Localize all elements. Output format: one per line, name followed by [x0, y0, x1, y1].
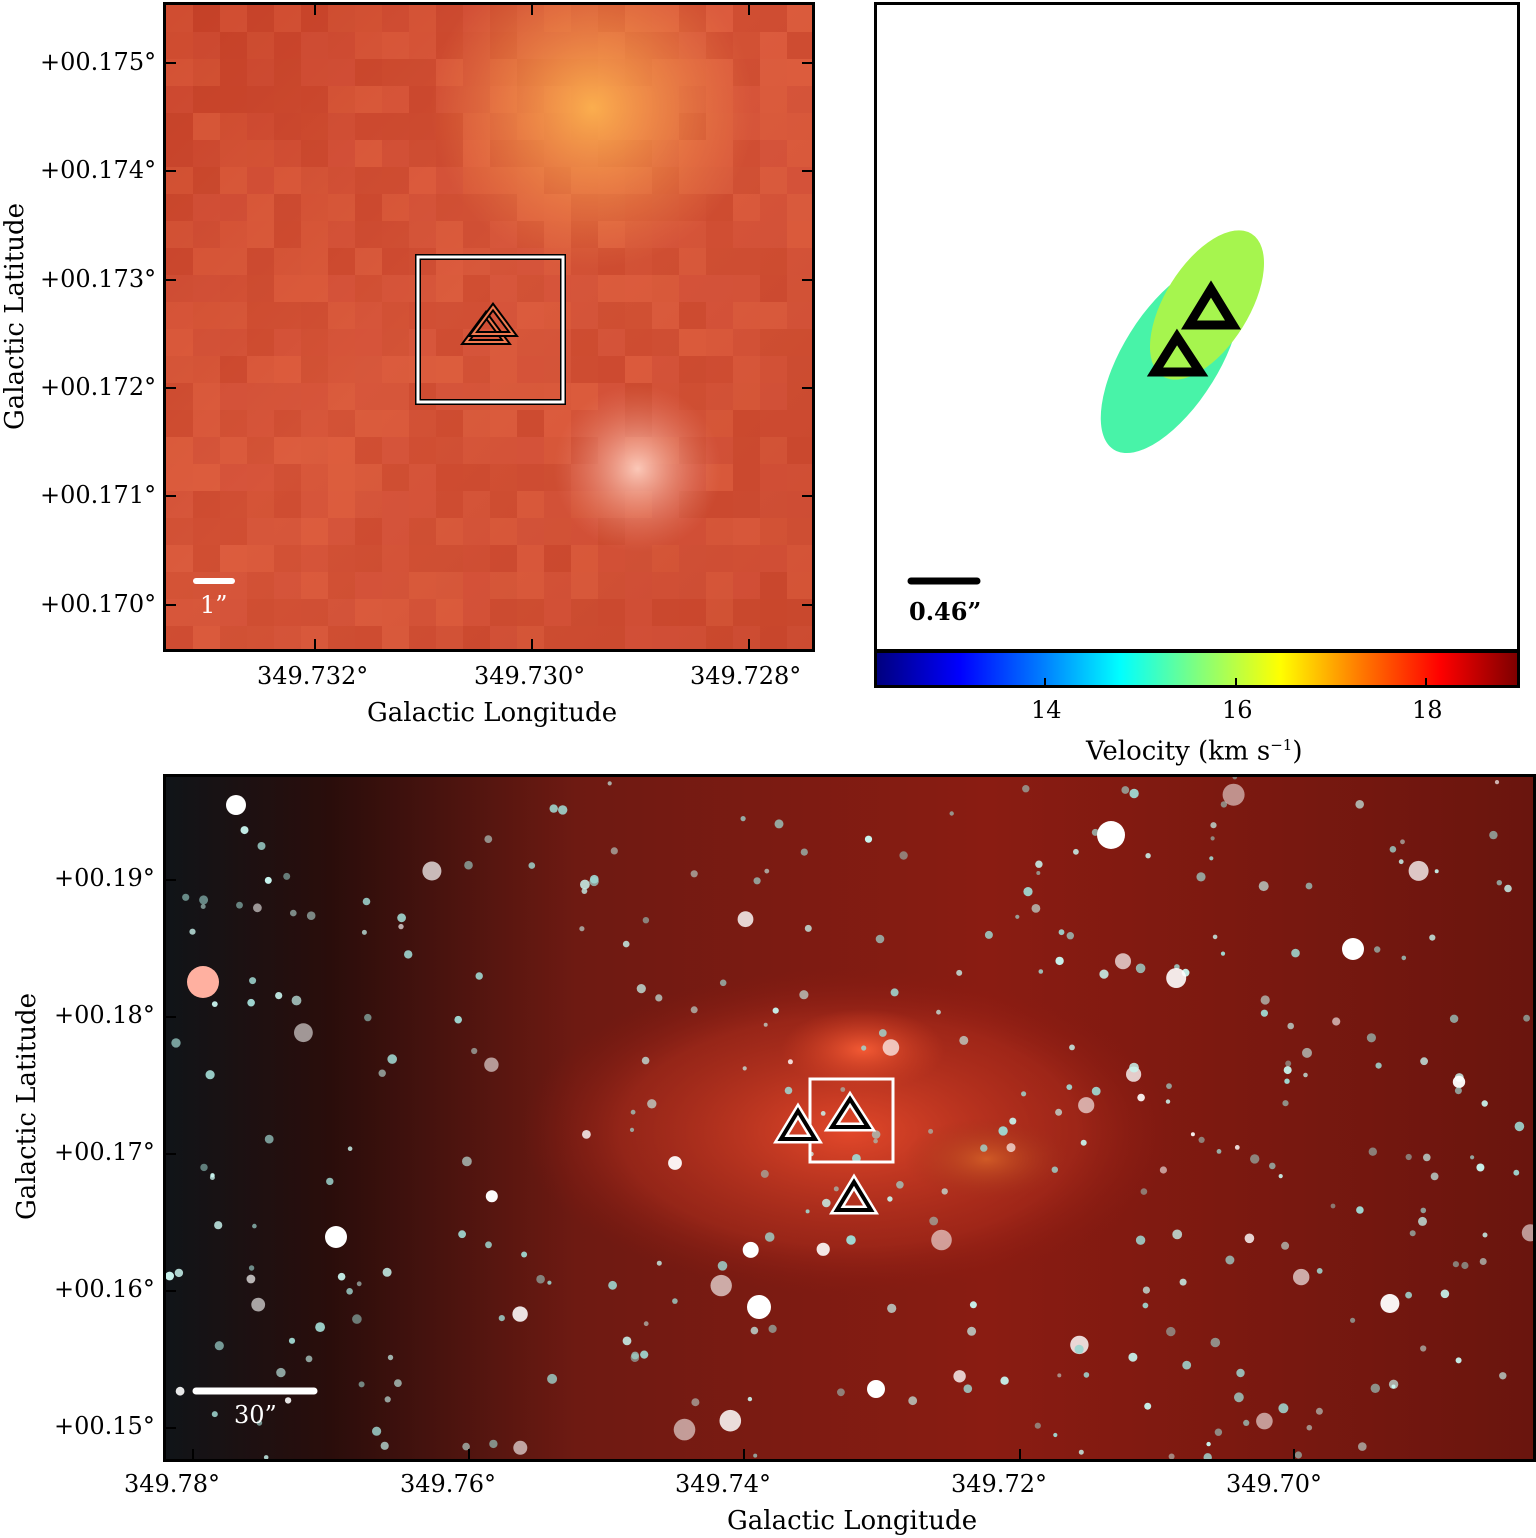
colorbar-label: Velocity (km s−1) [1086, 736, 1303, 767]
triangle-markers [773, 1090, 879, 1215]
top-left-image-panel: 1” [163, 2, 815, 652]
y-tick-label: +00.15° [54, 1412, 155, 1440]
y-tick-label: +00.175° [40, 48, 157, 76]
bottom-field-image [166, 777, 1533, 1459]
triangle-markers [460, 301, 519, 345]
colorbar-tick-label: 14 [1031, 696, 1062, 724]
x-tick-label: 349.72° [951, 1470, 1047, 1498]
scale-bar-label: 30” [234, 1401, 277, 1429]
top-left-pixel-image [166, 5, 812, 649]
y-tick-label: +00.172° [40, 373, 157, 401]
scale-bar-label: 0.46” [909, 597, 982, 626]
x-tick-label: 349.74° [675, 1470, 771, 1498]
y-tick-label: +00.171° [40, 481, 157, 509]
triangle-marker-1 [1146, 328, 1209, 377]
x-axis-title: Galactic Longitude [367, 698, 618, 728]
y-tick-label: +00.18° [54, 1001, 155, 1029]
colorbar-ticks [1044, 678, 1427, 688]
x-tick-label: 349.70° [1226, 1470, 1322, 1498]
y-tick-label: +00.173° [40, 265, 157, 293]
triangle-marker-2 [1180, 280, 1242, 330]
bottom-image-panel: 30” [163, 774, 1536, 1462]
y-axis-title: Galactic Latitude [12, 993, 42, 1220]
zoom-box [808, 1077, 895, 1164]
y-tick-label: +00.170° [40, 590, 157, 618]
y-tick-label: +00.174° [40, 156, 157, 184]
velocity-ellipses-plot [907, 230, 1265, 585]
scale-bar-label: 1” [200, 591, 228, 619]
x-tick-label: 349.76° [400, 1470, 496, 1498]
x-tick-label: 349.78° [124, 1470, 220, 1498]
colorbar-tick-label: 18 [1412, 696, 1443, 724]
x-tick-label: 349.730° [474, 662, 586, 690]
colorbar-tick-label: 16 [1222, 696, 1253, 724]
top-right-velocity-panel: 0.46” [874, 2, 1520, 652]
y-tick-label: +00.16° [54, 1275, 155, 1303]
x-tick-label: 349.732° [257, 662, 369, 690]
y-tick-label: +00.17° [54, 1138, 155, 1166]
x-axis-title: Galactic Longitude [727, 1506, 978, 1536]
x-tick-label: 349.728° [690, 662, 802, 690]
velocity-colorbar [874, 650, 1520, 688]
y-tick-label: +00.19° [54, 864, 155, 892]
y-axis-title: Galactic Latitude [0, 203, 30, 430]
